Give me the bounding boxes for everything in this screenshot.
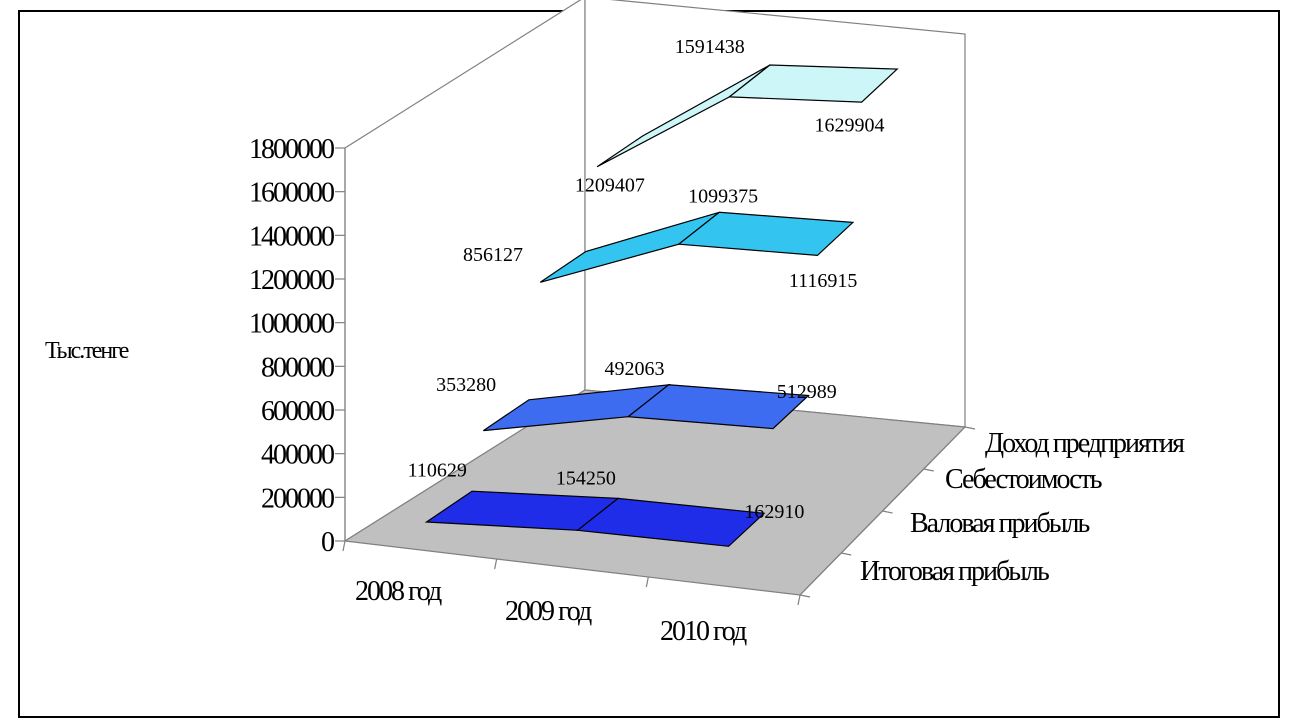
series-label: Доход предприятия xyxy=(985,428,1185,459)
series-label: Валовая прибыль xyxy=(910,508,1089,539)
y-tick-label: 1800000 xyxy=(249,134,334,165)
series-ribbon xyxy=(576,497,766,547)
y-tick-label: 0 xyxy=(321,527,334,558)
series-label: Итоговая прибыль xyxy=(860,556,1049,587)
data-label: 353280 xyxy=(436,374,496,396)
data-label: 492063 xyxy=(604,358,664,380)
x-tick-mark xyxy=(342,540,346,552)
data-label: 856127 xyxy=(463,244,523,266)
series-ribbon xyxy=(677,211,855,257)
x-tick-label: 2008 год xyxy=(355,576,442,607)
data-label: 1116915 xyxy=(789,270,858,292)
depth-tick-mark xyxy=(923,468,934,472)
series-ribbon xyxy=(626,384,810,430)
y-tick-label: 1600000 xyxy=(249,178,334,209)
data-label: 162910 xyxy=(744,501,804,523)
y-tick-label: 800000 xyxy=(261,352,334,383)
data-label: 512989 xyxy=(777,381,837,403)
x-tick-mark xyxy=(645,576,649,588)
data-label: 154250 xyxy=(556,467,616,489)
x-tick-mark xyxy=(494,558,498,570)
x-tick-label: 2009 год xyxy=(505,596,592,627)
data-label: 110629 xyxy=(408,460,467,482)
series-ribbon xyxy=(727,64,899,103)
y-tick-label: 1000000 xyxy=(249,309,334,340)
series-label: Себестоимость xyxy=(945,464,1102,495)
y-axis-label: Тыс.тенге xyxy=(45,338,129,364)
data-label: 1629904 xyxy=(814,115,884,137)
y-tick-label: 1200000 xyxy=(249,265,334,296)
data-label: 1099375 xyxy=(688,185,758,207)
y-tick-label: 400000 xyxy=(261,440,334,471)
y-tick-label: 200000 xyxy=(261,483,334,514)
depth-tick-mark xyxy=(841,552,852,556)
data-label: 1591438 xyxy=(675,36,745,58)
x-tick-label: 2010 год xyxy=(660,616,747,647)
depth-tick-mark xyxy=(964,426,976,430)
depth-tick-mark xyxy=(882,510,893,514)
y-tick-label: 1400000 xyxy=(249,221,334,252)
y-tick-label: 600000 xyxy=(261,396,334,427)
x-tick-mark xyxy=(797,594,801,606)
depth-tick-mark xyxy=(799,594,811,598)
data-label: 1209407 xyxy=(575,174,645,196)
